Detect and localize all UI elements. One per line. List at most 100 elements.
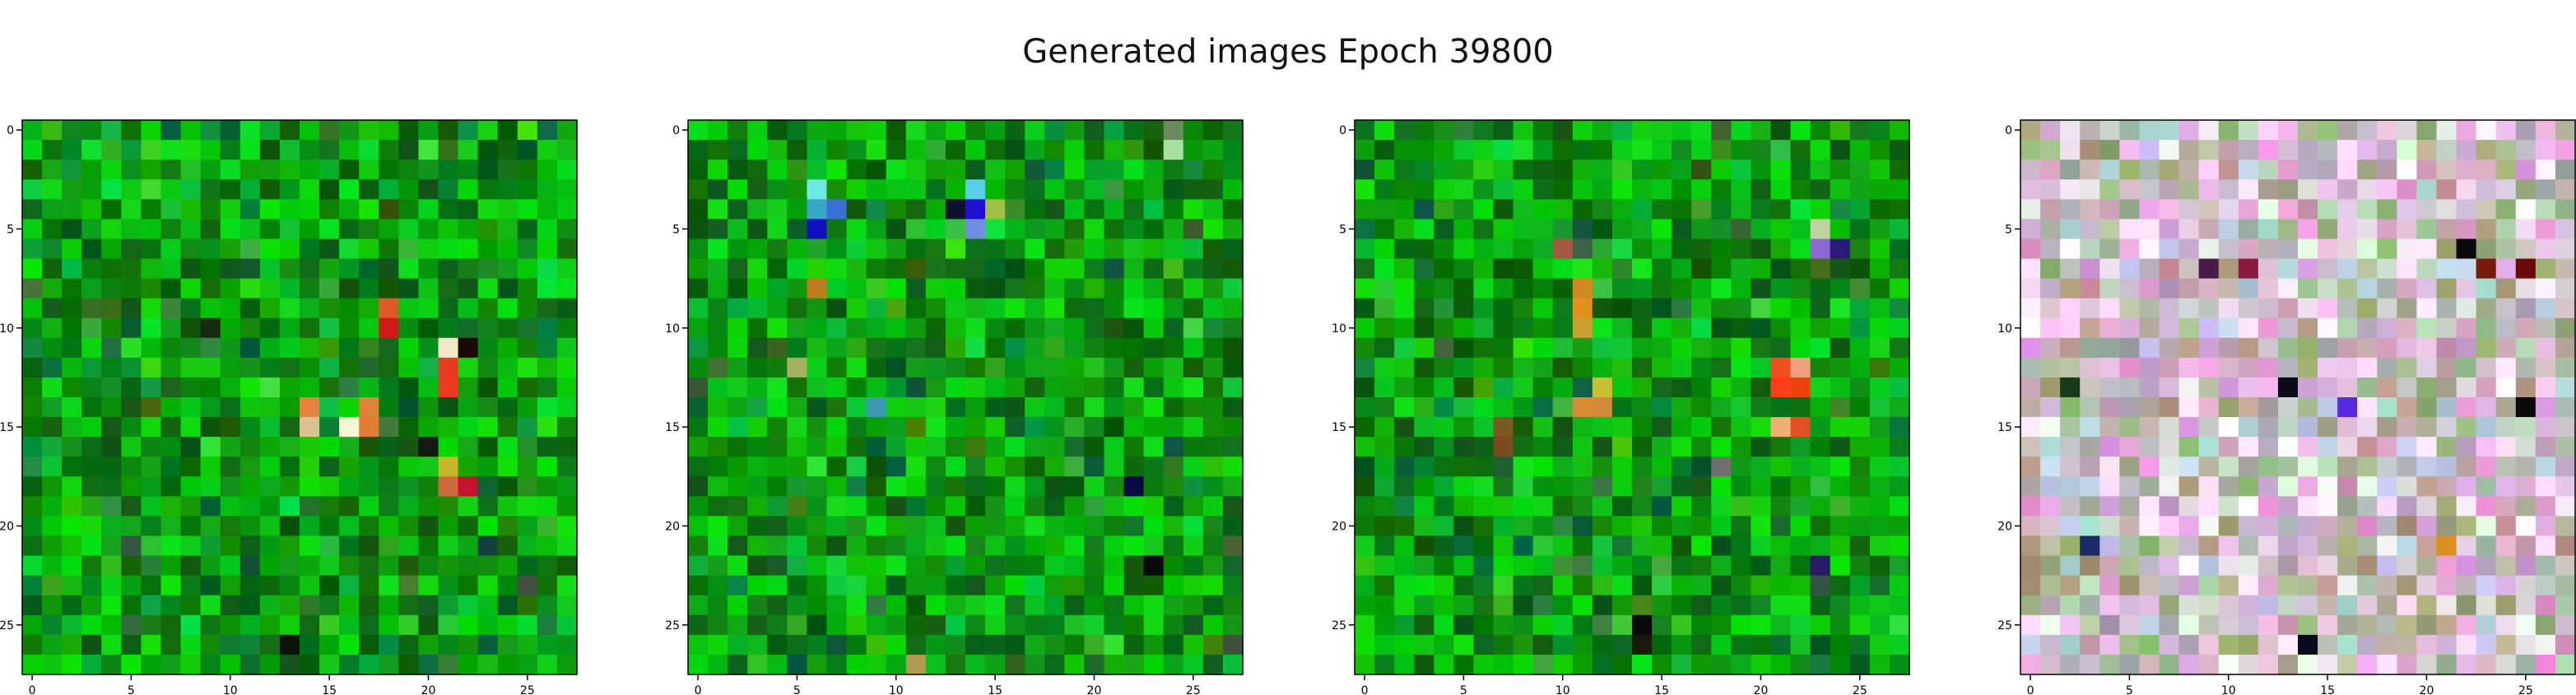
pixel bbox=[1869, 179, 1890, 200]
pixel bbox=[2495, 476, 2517, 497]
pixel bbox=[2060, 535, 2081, 557]
pixel bbox=[1064, 417, 1086, 438]
pixel bbox=[556, 595, 578, 616]
pixel bbox=[1355, 437, 1375, 457]
pixel bbox=[1064, 298, 1086, 319]
pixel bbox=[985, 456, 1006, 477]
pixel bbox=[477, 219, 499, 240]
pixel bbox=[556, 634, 578, 656]
pixel bbox=[2476, 239, 2497, 260]
pixel bbox=[319, 298, 340, 319]
pixel bbox=[160, 516, 182, 537]
pixel bbox=[259, 397, 281, 418]
pixel bbox=[1751, 654, 1772, 675]
pixel bbox=[2515, 258, 2536, 280]
pixel bbox=[1869, 496, 1890, 517]
pixel bbox=[438, 417, 459, 438]
pixel bbox=[2456, 179, 2477, 200]
pixel bbox=[1552, 239, 1574, 260]
pixel bbox=[866, 614, 887, 636]
pixel bbox=[1652, 397, 1672, 418]
pixel bbox=[2495, 614, 2517, 636]
pixel bbox=[1691, 456, 1712, 477]
pixel bbox=[1731, 317, 1752, 339]
pixel bbox=[2040, 614, 2061, 636]
pixel bbox=[1493, 397, 1514, 418]
pixel bbox=[279, 258, 300, 280]
pixel bbox=[1025, 239, 1045, 260]
pixel bbox=[1611, 417, 1633, 438]
pixel bbox=[2238, 496, 2259, 517]
pixel bbox=[1611, 317, 1633, 339]
pixel bbox=[101, 219, 122, 240]
pixel bbox=[945, 496, 966, 517]
pixel bbox=[1202, 219, 1224, 240]
pixel bbox=[1572, 456, 1593, 477]
pixel bbox=[2535, 516, 2556, 537]
pixel bbox=[945, 317, 966, 339]
pixel bbox=[62, 317, 82, 339]
pixel bbox=[2257, 258, 2279, 280]
pixel bbox=[537, 496, 558, 517]
pixel bbox=[787, 258, 808, 280]
pixel bbox=[81, 258, 102, 280]
pixel bbox=[2515, 555, 2536, 577]
pixel bbox=[985, 199, 1006, 220]
pixel bbox=[2218, 337, 2239, 359]
pixel bbox=[787, 555, 808, 577]
pixel bbox=[1005, 239, 1025, 260]
pixel bbox=[2099, 219, 2120, 240]
pixel bbox=[1355, 575, 1375, 596]
pixel bbox=[2416, 417, 2438, 438]
pixel bbox=[2178, 496, 2200, 517]
pixel bbox=[300, 278, 320, 299]
y-tick-label: 10 bbox=[1332, 322, 1346, 336]
pixel bbox=[477, 120, 499, 141]
pixel bbox=[787, 239, 808, 260]
pixel bbox=[1163, 120, 1184, 141]
pixel bbox=[2377, 516, 2397, 537]
pixel bbox=[886, 437, 907, 457]
pixel bbox=[1222, 397, 1244, 418]
pixel bbox=[1632, 595, 1653, 616]
pixel bbox=[2555, 219, 2576, 240]
pixel bbox=[2436, 179, 2457, 200]
pixel bbox=[1355, 496, 1375, 517]
pixel bbox=[2495, 575, 2517, 596]
pixel bbox=[807, 337, 828, 359]
pixel bbox=[747, 516, 768, 537]
pixel bbox=[1770, 357, 1792, 378]
pixel bbox=[141, 575, 162, 596]
pixel bbox=[160, 437, 182, 457]
pixel bbox=[1632, 278, 1653, 299]
pixel bbox=[339, 160, 360, 180]
pixel bbox=[556, 337, 578, 359]
pixel bbox=[2416, 179, 2438, 200]
pixel bbox=[1632, 337, 1653, 359]
pixel bbox=[1064, 278, 1086, 299]
pixel bbox=[1123, 654, 1145, 675]
pixel bbox=[866, 654, 887, 675]
pixel bbox=[985, 258, 1006, 280]
pixel bbox=[2119, 258, 2141, 280]
pixel bbox=[1849, 278, 1871, 299]
pixel bbox=[497, 595, 518, 616]
pixel bbox=[220, 614, 241, 636]
pixel bbox=[1222, 654, 1244, 675]
pixel bbox=[2397, 535, 2418, 557]
pixel bbox=[925, 496, 946, 517]
pixel bbox=[418, 377, 439, 398]
pixel bbox=[728, 258, 748, 280]
pixel bbox=[2515, 417, 2536, 438]
pixel bbox=[239, 298, 261, 319]
pixel bbox=[1611, 357, 1633, 378]
pixel bbox=[81, 417, 102, 438]
pixel bbox=[1849, 476, 1871, 497]
pixel bbox=[2060, 575, 2081, 596]
pixel bbox=[379, 298, 399, 319]
pixel bbox=[1163, 140, 1184, 160]
pixel bbox=[180, 535, 202, 557]
pixel bbox=[1790, 239, 1811, 260]
pixel bbox=[1104, 120, 1125, 141]
